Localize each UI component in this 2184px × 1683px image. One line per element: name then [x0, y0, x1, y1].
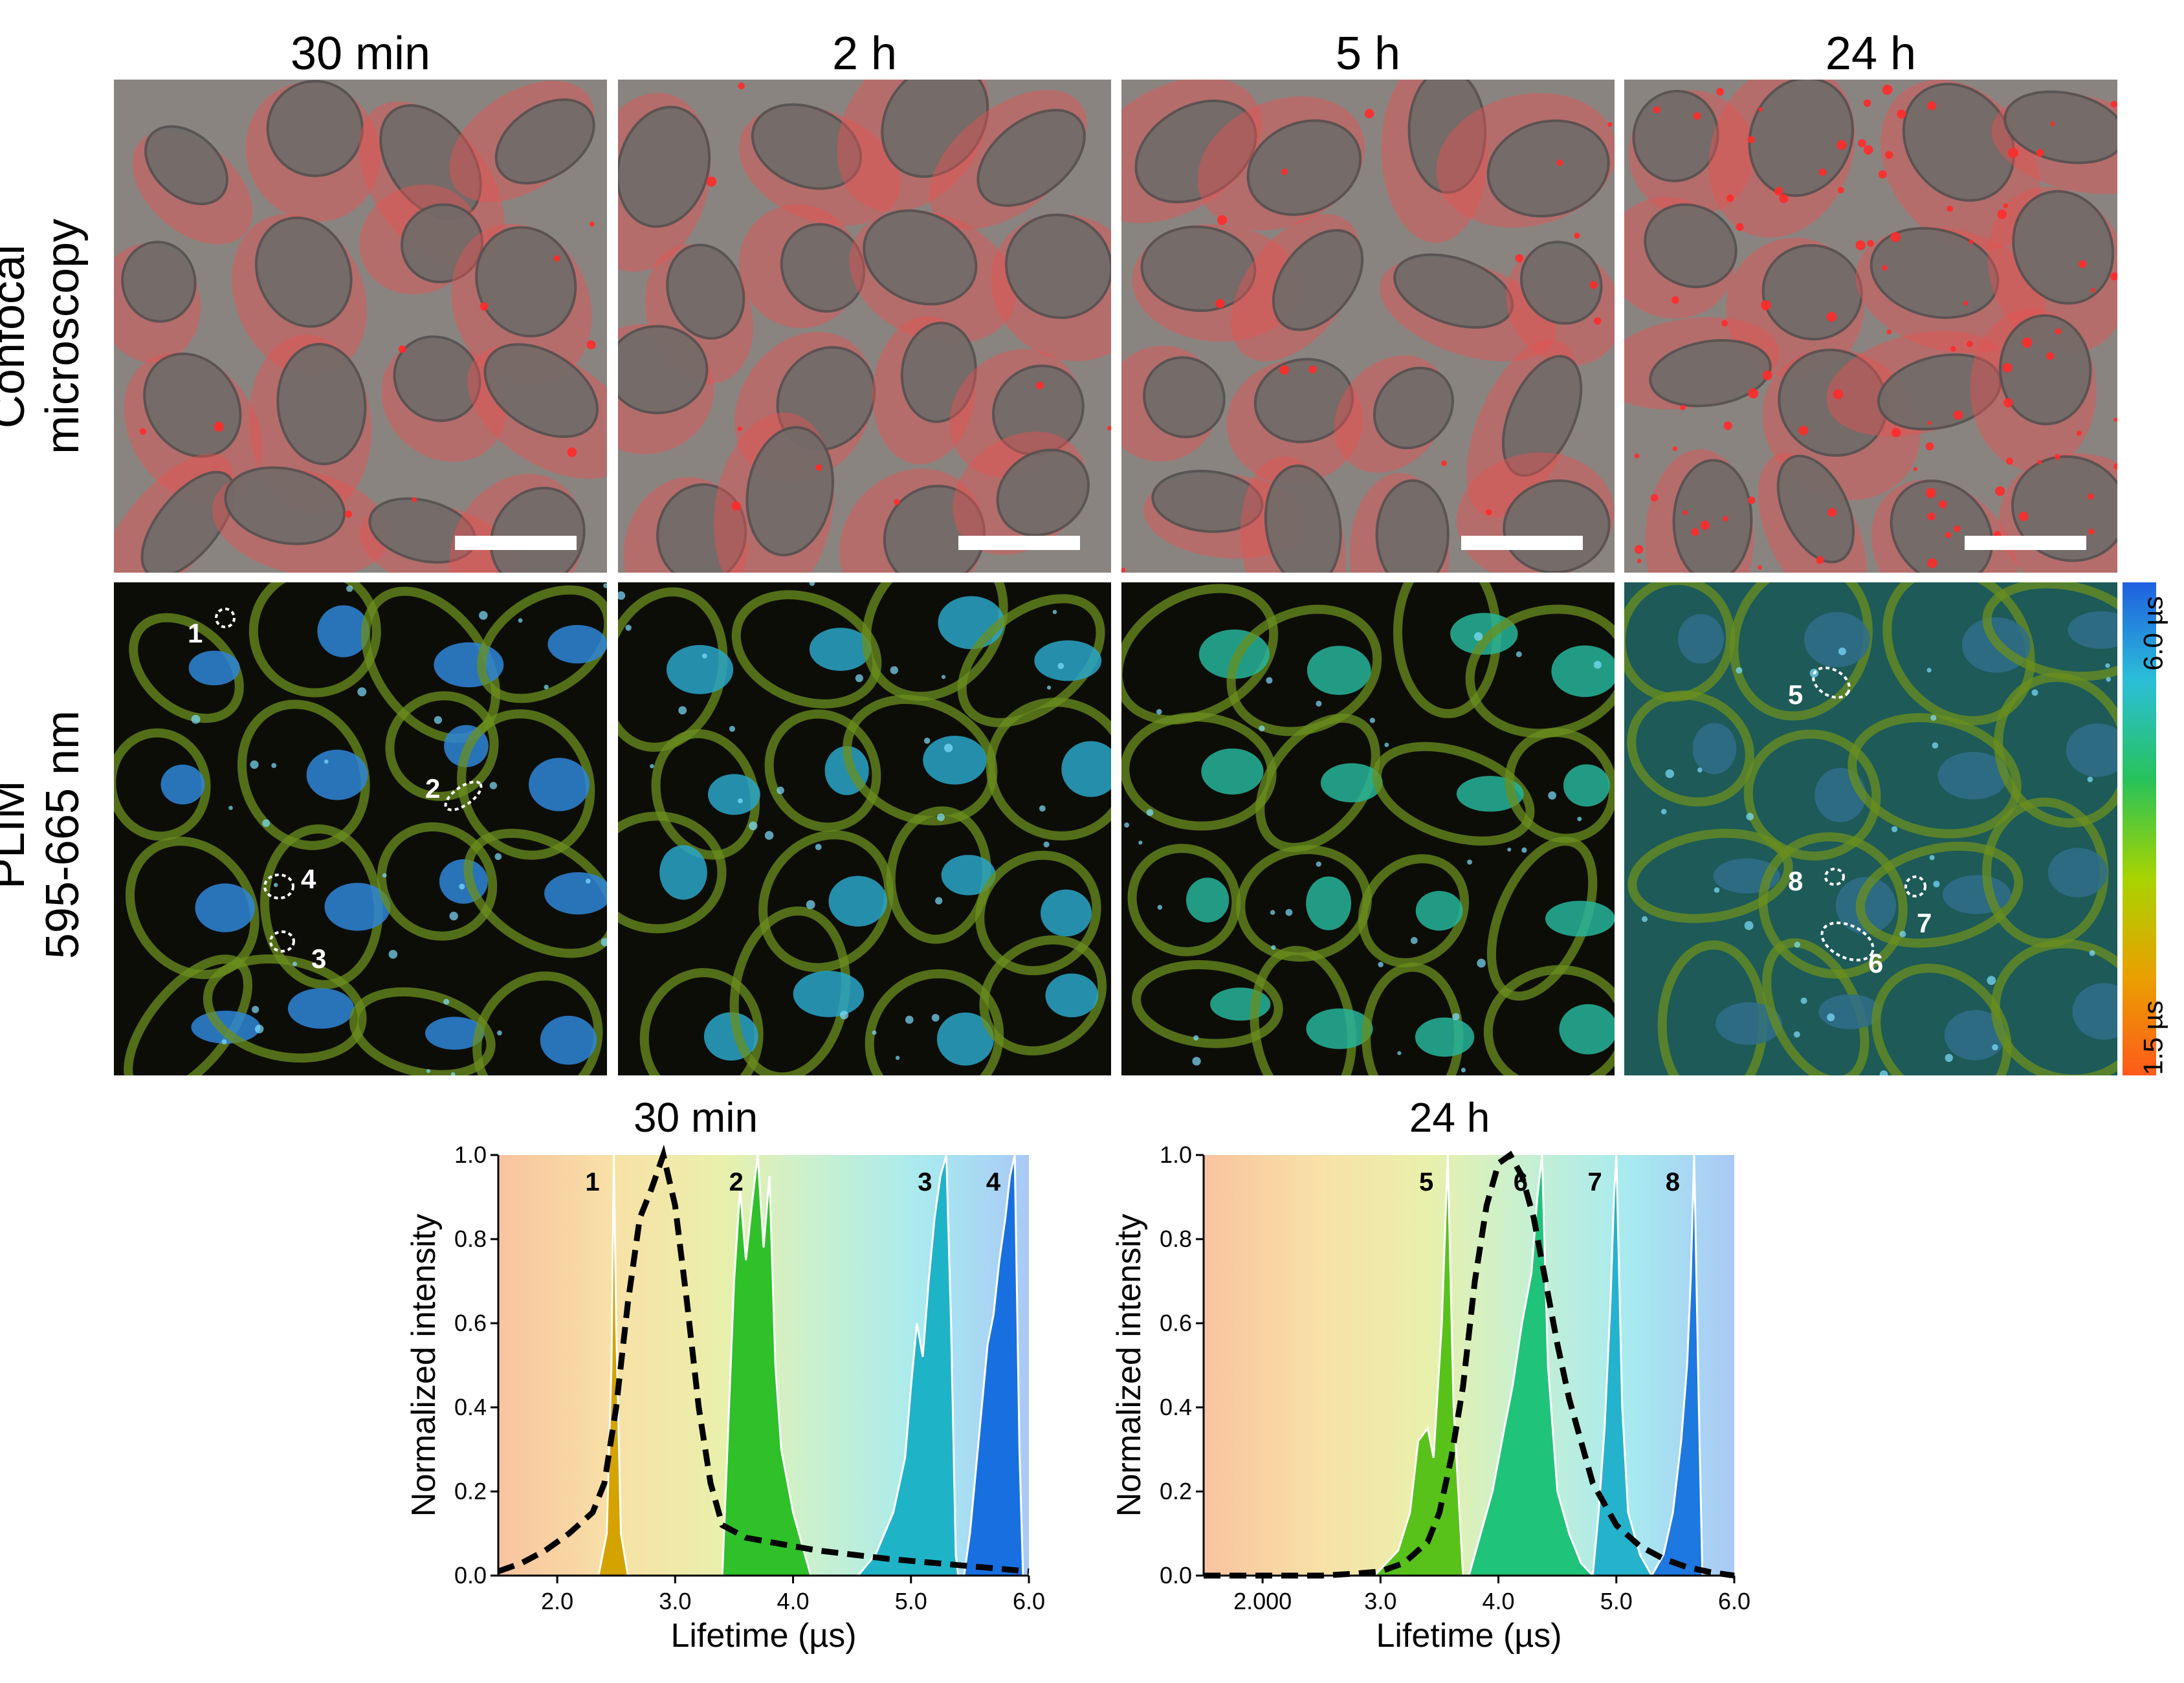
roi-label-4: 4	[301, 864, 316, 894]
confocal-texture	[1624, 80, 2117, 573]
plim-image-5h	[1121, 582, 1615, 1075]
confocal-image-2h	[618, 80, 1111, 573]
y-axis-label: Normalized intensity	[1110, 1214, 1148, 1517]
peak-label-1: 1	[585, 1168, 599, 1196]
roi-outline	[1820, 921, 1875, 962]
lifetime-histogram-24h: 5 6 7 82.000 3.0 4.0 5.0 6.00.00.20.40.60.81.0L…	[1110, 1141, 1750, 1655]
roi-label-2: 2	[425, 773, 441, 804]
peak-label-3: 3	[918, 1168, 932, 1196]
lifetime-histogram-30min: 1 2 3 4 2.0 3.0 4.0 5.0 6.0 0.0 0.2 0.4 0.6 0.8 1.0 Lif…	[405, 1141, 1045, 1655]
scale-bar	[1461, 536, 1583, 550]
x-tick-label: 5.0	[895, 1588, 927, 1614]
chart-title-24h: 24 h	[1409, 1094, 1490, 1141]
y-axis-label: Normalized intensity	[405, 1214, 443, 1517]
roi-label-5: 5	[1788, 679, 1803, 710]
row-label-plim-line1: PLIM	[0, 780, 34, 890]
y-tick-label: 1.0	[1160, 1141, 1192, 1168]
y-tick-label: 0.0	[1160, 1562, 1192, 1589]
x-axis-label: Lifetime (µs)	[1376, 1617, 1561, 1655]
x-tick-label: 6.0	[1718, 1588, 1750, 1614]
plim-image-2h	[618, 582, 1111, 1075]
confocal-image-30min	[114, 80, 607, 573]
row-label-plim-line2: 595-665 nm	[37, 710, 89, 960]
peak-label-7: 7	[1588, 1168, 1602, 1196]
y-tick-label: 0.6	[454, 1310, 487, 1336]
peak-8	[1649, 1154, 1704, 1577]
plim-image-30min	[114, 582, 607, 1075]
roi-outline	[215, 608, 236, 628]
peak-label-2: 2	[729, 1168, 744, 1196]
x-tick-label: 2.000	[1233, 1588, 1292, 1614]
column-title-24h: 24 h	[1825, 28, 1917, 80]
x-tick-label: 3.0	[1364, 1588, 1396, 1614]
plim-texture	[1624, 582, 2117, 1075]
confocal-image-5h	[1121, 80, 1615, 573]
chart-background	[1204, 1155, 1734, 1576]
column-title-30min: 30 min	[290, 28, 431, 80]
confocal-texture	[1121, 80, 1615, 573]
plim-texture	[1121, 582, 1615, 1075]
plim-texture	[618, 582, 1111, 1075]
confocal-texture	[618, 80, 1111, 573]
y-tick-label: 0.8	[1160, 1226, 1192, 1252]
colorbar-top-label: 6.0 µs	[2137, 596, 2168, 671]
x-tick-label: 4.0	[1483, 1588, 1515, 1614]
column-title-2h: 2 h	[832, 28, 898, 80]
confocal-image-24h	[1624, 80, 2117, 573]
scale-bar	[958, 536, 1080, 550]
peak-label-4: 4	[986, 1168, 1001, 1196]
x-tick-label: 5.0	[1600, 1588, 1633, 1614]
roi-label-7: 7	[1917, 908, 1932, 938]
roi-outline	[1812, 666, 1851, 699]
plim-texture	[114, 582, 607, 1075]
scale-bar	[1965, 536, 2086, 550]
y-tick-label: 0.0	[454, 1562, 487, 1589]
y-tick-label: 0.2	[1160, 1478, 1192, 1504]
row-label-confocal: Confocal microscopy	[0, 139, 100, 534]
x-tick-label: 4.0	[777, 1588, 810, 1614]
peak-3	[855, 1154, 960, 1577]
x-tick-label: 6.0	[1013, 1588, 1045, 1614]
y-tick-label: 0.4	[454, 1394, 487, 1420]
row-label-confocal-line2: microscopy	[37, 218, 89, 455]
roi-label-6: 6	[1868, 948, 1884, 978]
y-tick-label: 1.0	[454, 1141, 487, 1168]
peak-label-8: 8	[1666, 1168, 1680, 1196]
x-tick-label: 2.0	[541, 1588, 573, 1614]
y-tick-label: 0.4	[1160, 1394, 1192, 1420]
y-tick-label: 0.8	[454, 1226, 487, 1252]
confocal-texture	[114, 80, 607, 573]
roi-outline	[1824, 868, 1845, 886]
x-tick-label: 3.0	[659, 1588, 691, 1614]
peak-2	[721, 1154, 812, 1577]
y-tick-label: 0.6	[1160, 1310, 1192, 1336]
roi-label-3: 3	[311, 943, 327, 974]
chart-title-30min: 30 min	[633, 1094, 758, 1141]
colorbar-bottom-label: 1.5 µs	[2137, 1000, 2168, 1075]
lifetime-colorbar	[2123, 582, 2184, 1075]
roi-label-8: 8	[1788, 866, 1803, 896]
peak-7	[1591, 1154, 1653, 1577]
plim-image-24h	[1624, 582, 2117, 1075]
row-label-confocal-line1: Confocal	[0, 244, 34, 429]
peak-label-5: 5	[1419, 1168, 1433, 1196]
x-axis-label: Lifetime (µs)	[670, 1617, 856, 1655]
peak-4	[963, 1154, 1024, 1577]
peak-1	[597, 1154, 630, 1577]
row-label-plim: PLIM 595-665 nm	[0, 637, 100, 1032]
column-title-5h: 5 h	[1335, 28, 1401, 80]
roi-outline	[263, 874, 294, 899]
total-distribution-dashed-line	[1204, 1150, 1735, 1579]
peak-6	[1468, 1154, 1595, 1577]
scale-bar	[455, 536, 577, 550]
roi-outline	[269, 930, 295, 952]
roi-label-1: 1	[188, 618, 203, 648]
y-tick-label: 0.2	[454, 1478, 487, 1504]
roi-outline	[1904, 875, 1926, 897]
